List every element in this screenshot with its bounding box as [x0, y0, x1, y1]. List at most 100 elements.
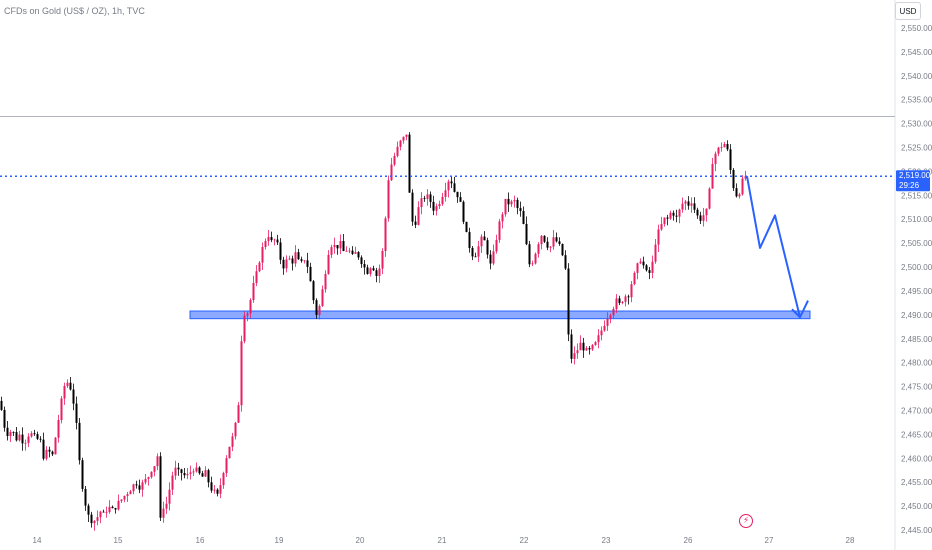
candle-body [33, 433, 36, 435]
candle-body [612, 309, 615, 316]
candle-body [246, 313, 249, 316]
support-zone[interactable] [189, 310, 811, 320]
candle-body [552, 237, 555, 247]
y-tick-label: 2,485.00 [901, 335, 932, 344]
candle-body [744, 176, 747, 179]
candle-body [387, 180, 390, 219]
y-tick-label: 2,525.00 [901, 144, 932, 153]
x-tick-label: 26 [684, 536, 693, 545]
candle-body [426, 194, 429, 199]
candle-body [351, 250, 354, 254]
candle-body [69, 382, 72, 390]
candle-body [447, 181, 450, 191]
y-tick-label: 2,530.00 [901, 120, 932, 129]
currency-button[interactable]: USD [895, 2, 921, 20]
candle-body [186, 473, 189, 476]
candle-body [498, 221, 501, 240]
candle-body [0, 400, 3, 410]
candle-body [651, 261, 654, 273]
lightning-icon[interactable]: ⚡ [739, 514, 753, 528]
candle-body [36, 434, 39, 439]
candle-body [129, 491, 132, 495]
candle-body [690, 203, 693, 206]
candle-body [18, 434, 21, 441]
candle-body [684, 201, 687, 204]
candle-body [399, 140, 402, 147]
candle-body [525, 223, 528, 245]
candle-body [54, 437, 57, 455]
candle-body [150, 471, 153, 478]
candle-body [609, 315, 612, 319]
candle-body [213, 489, 216, 491]
candle-body [192, 471, 195, 473]
candle-body [264, 241, 267, 248]
candle-body [483, 236, 486, 241]
candle-body [699, 215, 702, 221]
candle-body [708, 188, 711, 209]
candle-body [102, 511, 105, 513]
y-tick-label: 2,450.00 [901, 502, 932, 511]
candle-body [144, 478, 147, 483]
candle-body [366, 267, 369, 274]
candle-body [705, 208, 708, 216]
x-tick-label: 15 [114, 536, 123, 545]
candle-body [570, 334, 573, 359]
candle-body [492, 251, 495, 264]
candle-body [489, 254, 492, 264]
candle-body [63, 386, 66, 399]
candle-body [297, 252, 300, 260]
projection-path[interactable] [746, 176, 801, 318]
candle-body [507, 198, 510, 205]
candle-body [12, 431, 15, 433]
candle-body [117, 500, 120, 510]
candle-body [591, 344, 594, 350]
candle-body [465, 221, 468, 233]
candle-body [30, 433, 33, 437]
candle-body [549, 246, 552, 248]
candle-body [564, 255, 567, 269]
candle-body [540, 235, 543, 245]
candle-body [444, 190, 447, 197]
chart-title: CFDs on Gold (US$ / OZ), 1h, TVC [4, 6, 145, 16]
projection-arrowhead[interactable] [791, 300, 809, 319]
y-tick-label: 2,460.00 [901, 454, 932, 463]
candle-body [282, 259, 285, 269]
y-tick-label: 2,500.00 [901, 263, 932, 272]
candle-body [582, 342, 585, 351]
candle-body [3, 409, 6, 428]
candle-body [81, 460, 84, 489]
candle-body [717, 147, 720, 154]
candle-body [714, 153, 717, 164]
candle-body [291, 258, 294, 264]
candle-body [258, 262, 261, 272]
candle-body [738, 194, 741, 197]
candle-body [420, 198, 423, 208]
candle-body [267, 237, 270, 242]
candle-body [333, 244, 336, 248]
candle-body [534, 253, 537, 264]
x-tick-label: 22 [520, 536, 529, 545]
candle-body [528, 244, 531, 265]
candle-body [516, 199, 519, 209]
candle-body [453, 183, 456, 192]
y-tick-label: 2,480.00 [901, 359, 932, 368]
candle-body [75, 403, 78, 423]
candle-body [348, 250, 351, 252]
candle-body [600, 330, 603, 336]
candle-body [330, 247, 333, 255]
candle-body [522, 210, 525, 224]
candle-body [423, 198, 426, 199]
candle-body [729, 149, 732, 170]
candle-body [663, 217, 666, 225]
candle-body [228, 446, 231, 459]
candle-body [477, 246, 480, 257]
candle-body [285, 259, 288, 269]
candle-body [660, 224, 663, 230]
candle-body [339, 241, 342, 249]
candle-body [741, 178, 744, 195]
candle-body [405, 134, 408, 137]
candle-body [162, 508, 165, 518]
candle-body [222, 473, 225, 486]
